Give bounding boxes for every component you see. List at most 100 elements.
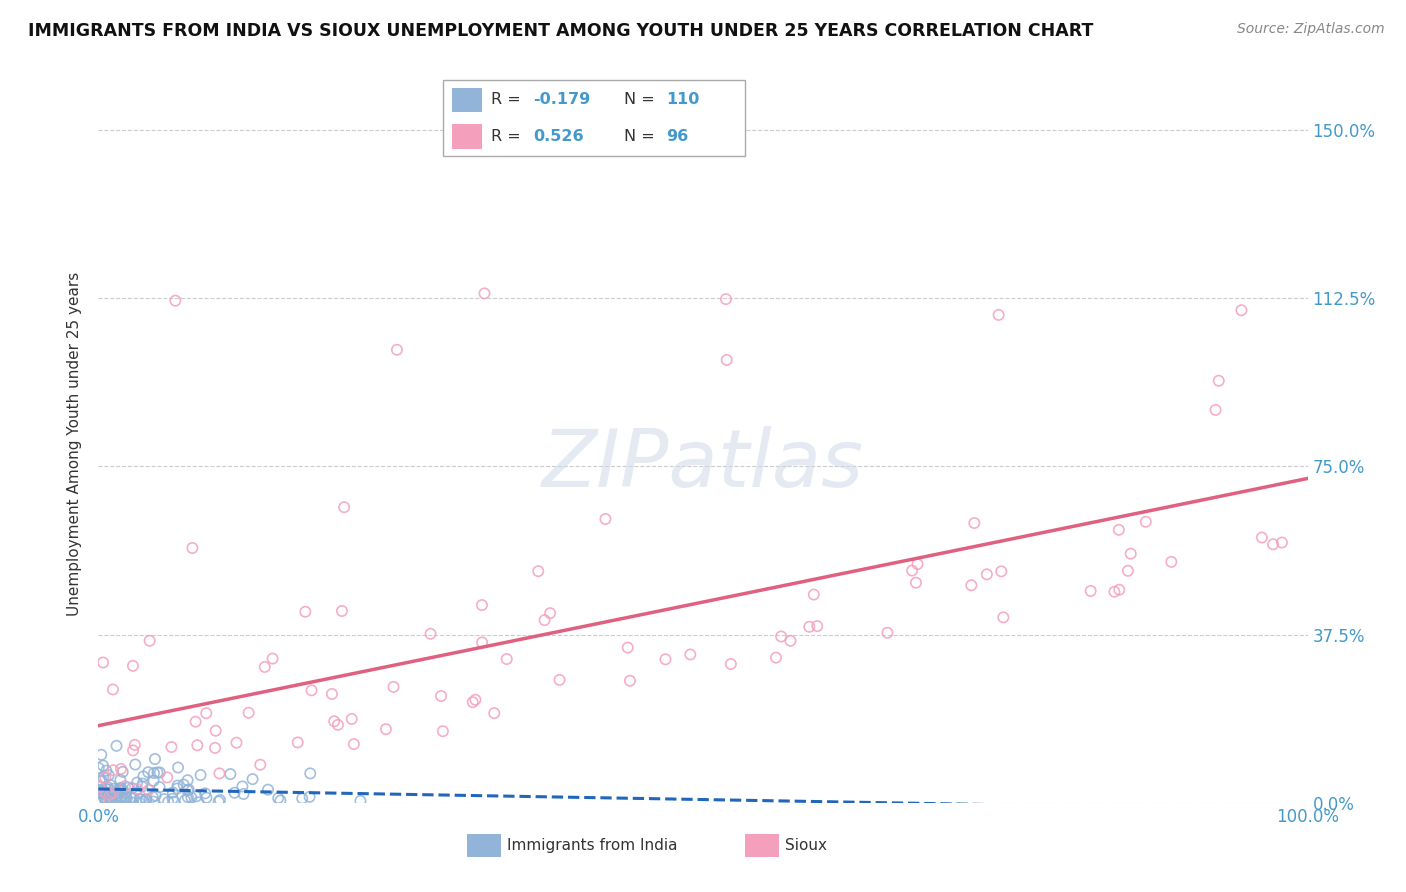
Text: 96: 96 [666, 128, 689, 144]
Point [100, 793, 122, 807]
Point [1116, 564, 1139, 578]
Point [153, 792, 176, 806]
Point [135, 792, 157, 806]
Point [471, 598, 494, 612]
Point [91, 758, 114, 772]
Text: N =: N = [624, 93, 661, 108]
Point [115, 790, 138, 805]
Point [91, 782, 114, 797]
Point [143, 766, 166, 780]
Text: IMMIGRANTS FROM INDIA VS SIOUX UNEMPLOYMENT AMONG YOUTH UNDER 25 YEARS CORRELATI: IMMIGRANTS FROM INDIA VS SIOUX UNEMPLOYM… [28, 22, 1094, 40]
Point [876, 625, 898, 640]
Point [349, 794, 371, 808]
Point [97, 768, 120, 782]
Point [87, 761, 110, 775]
Point [111, 790, 134, 805]
Point [103, 781, 125, 796]
Point [89, 796, 111, 810]
Point [136, 765, 159, 780]
Point [90, 795, 112, 809]
Point [124, 757, 146, 772]
Point [1205, 403, 1227, 417]
Point [343, 737, 366, 751]
Text: R =: R = [491, 128, 526, 144]
Point [803, 588, 825, 602]
Point [231, 780, 253, 794]
Point [208, 793, 231, 807]
Text: R =: R = [491, 93, 526, 108]
Point [419, 627, 441, 641]
Point [110, 762, 132, 776]
Point [107, 796, 129, 810]
Point [548, 673, 571, 687]
Point [173, 778, 195, 792]
Point [142, 773, 165, 788]
Point [204, 723, 226, 738]
Point [619, 673, 641, 688]
Point [249, 757, 271, 772]
Point [326, 718, 349, 732]
Point [149, 780, 172, 794]
Point [232, 787, 254, 801]
Point [225, 736, 247, 750]
Point [101, 786, 124, 800]
Point [90, 794, 112, 808]
Point [430, 689, 453, 703]
Point [94, 792, 117, 806]
Point [91, 773, 114, 788]
Point [89, 785, 111, 799]
Point [219, 767, 242, 781]
Point [125, 775, 148, 789]
Point [100, 792, 122, 806]
Text: Source: ZipAtlas.com: Source: ZipAtlas.com [1237, 22, 1385, 37]
Y-axis label: Unemployment Among Youth under 25 years: Unemployment Among Youth under 25 years [67, 272, 83, 615]
Point [533, 613, 555, 627]
Point [108, 794, 131, 808]
Point [527, 564, 550, 578]
Point [1261, 537, 1284, 551]
Bar [451, 124, 482, 149]
Point [720, 657, 742, 671]
Point [121, 781, 143, 796]
FancyBboxPatch shape [443, 80, 745, 156]
Text: N =: N = [624, 128, 661, 144]
Point [117, 780, 139, 795]
Point [262, 651, 284, 665]
Point [287, 735, 309, 749]
Point [186, 789, 208, 804]
Point [195, 706, 218, 721]
Point [101, 682, 124, 697]
Point [166, 781, 188, 796]
Point [616, 640, 638, 655]
Point [156, 771, 179, 785]
Point [461, 695, 484, 709]
Point [138, 783, 160, 797]
Point [299, 766, 322, 780]
Point [301, 683, 323, 698]
Point [143, 752, 166, 766]
Point [162, 785, 184, 799]
Point [132, 769, 155, 783]
Point [181, 541, 204, 555]
Point [1119, 547, 1142, 561]
Text: ZIPatlas: ZIPatlas [541, 426, 865, 504]
Point [128, 792, 150, 806]
Point [204, 740, 226, 755]
Point [93, 786, 115, 800]
Point [298, 789, 321, 804]
Text: 110: 110 [666, 93, 700, 108]
Point [806, 619, 828, 633]
Point [901, 564, 924, 578]
Point [770, 630, 793, 644]
Point [94, 782, 117, 797]
Point [253, 660, 276, 674]
Point [1135, 515, 1157, 529]
Point [177, 790, 200, 805]
Point [132, 794, 155, 808]
Point [114, 792, 136, 806]
Point [1108, 523, 1130, 537]
Point [96, 764, 118, 778]
Point [142, 789, 165, 804]
Point [110, 781, 132, 796]
Point [89, 780, 111, 794]
